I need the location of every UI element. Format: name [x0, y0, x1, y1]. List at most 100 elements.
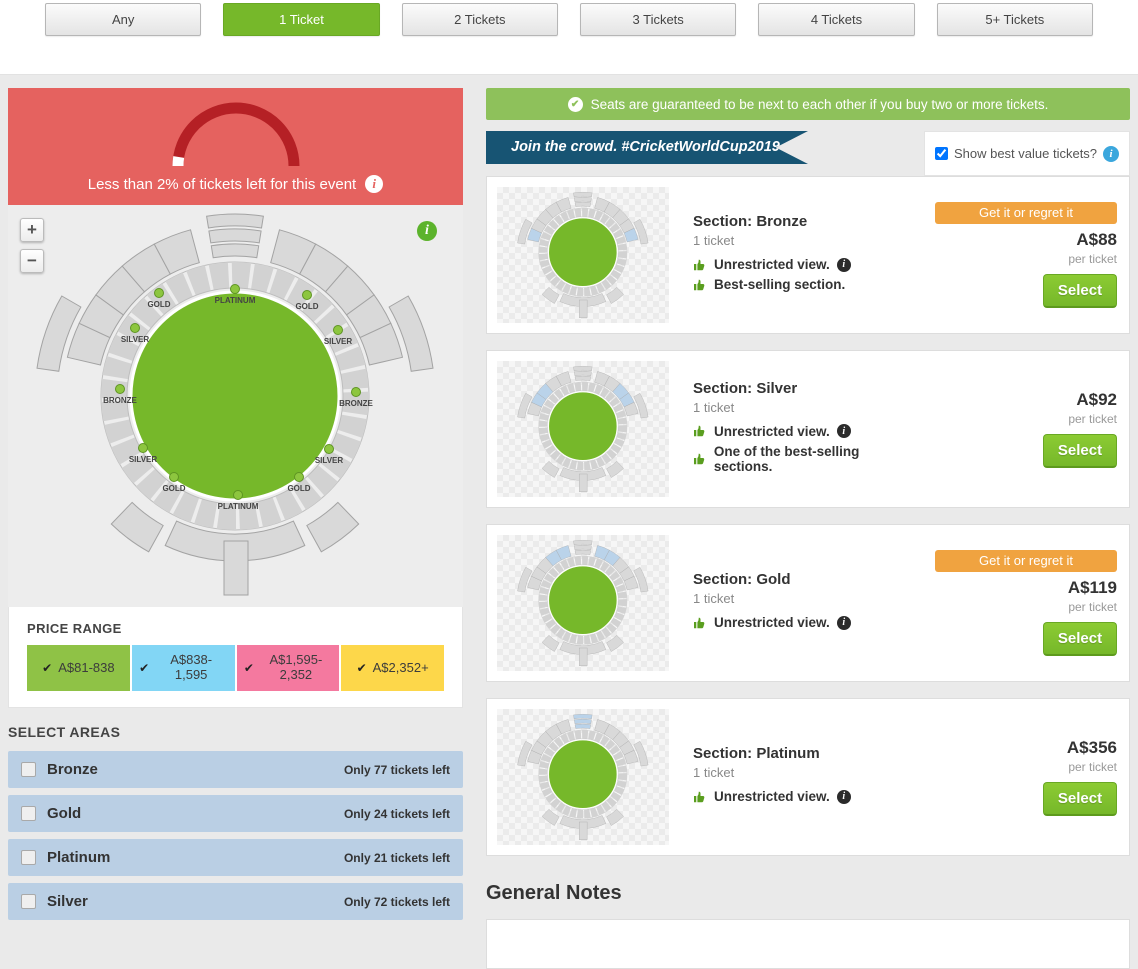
feature-info-icon[interactable]: i: [836, 789, 851, 804]
availability-warning-banner: Less than 2% of tickets left for this ev…: [8, 88, 463, 205]
section-mini-map: [497, 187, 669, 323]
listing-feature: One of the best-selling sections.: [693, 444, 919, 474]
feature-text: One of the best-selling sections.: [713, 443, 860, 474]
svg-text:PLATINUM: PLATINUM: [218, 502, 259, 511]
area-availability: Only 72 tickets left: [343, 894, 450, 909]
svg-text:SILVER: SILVER: [121, 335, 150, 344]
seat-guarantee-banner: ✔ Seats are guaranteed to be next to eac…: [486, 88, 1130, 120]
ticket-quantity-filter-button[interactable]: 4 Tickets: [758, 3, 915, 36]
price-range-panel: PRICE RANGE ✔ A$81-838 ✔ A$838-1,595 ✔ A…: [8, 607, 463, 708]
ticket-listing-card: Section: Bronze 1 ticket Unrestricted vi…: [486, 176, 1130, 334]
stadium-map-graphic: PLATINUM GOLD GOLD SILVER SILVER BRONZE BRONZE…: [8, 205, 463, 607]
check-icon: ✔: [42, 661, 53, 675]
filter-button-label: 3 Tickets: [632, 12, 684, 27]
info-icon[interactable]: i: [365, 175, 384, 193]
svg-text:BRONZE: BRONZE: [103, 396, 137, 405]
listing-feature: Unrestricted view. i: [693, 257, 919, 272]
select-button[interactable]: Select: [1043, 782, 1117, 816]
price-range-buckets: ✔ A$81-838 ✔ A$838-1,595 ✔ A$1,595-2,352…: [27, 645, 444, 691]
listing-feature: Best-selling section.: [693, 277, 919, 292]
ticket-listing-card: Section: Platinum 1 ticket Unrestricted …: [486, 698, 1130, 856]
ticket-quantity-filter-button[interactable]: 3 Tickets: [579, 3, 737, 36]
feature-info-icon[interactable]: i: [836, 615, 851, 630]
area-checkbox[interactable]: [21, 806, 36, 821]
feature-info-icon[interactable]: i: [836, 257, 851, 272]
check-icon: ✔: [139, 661, 150, 675]
best-value-label: Show best value tickets?: [953, 146, 1098, 161]
section-title: Section: Silver: [693, 379, 798, 397]
feature-text: Unrestricted view.: [714, 789, 830, 804]
price-bucket-toggle[interactable]: ✔ A$81-838: [27, 645, 130, 691]
feature-text: Best-selling section.: [714, 277, 846, 292]
thumbs-up-icon: [694, 425, 705, 437]
tickets-left-gauge: [8, 88, 463, 174]
price-bucket-toggle[interactable]: ✔ A$838-1,595: [131, 645, 235, 691]
ticket-quantity: 1 ticket: [693, 233, 735, 248]
ticket-quantity: 1 ticket: [693, 591, 735, 606]
area-filter-row[interactable]: Silver Only 72 tickets left: [8, 883, 463, 920]
area-checkbox[interactable]: [21, 894, 36, 909]
join-the-crowd-ribbon: Join the crowd. #CricketWorldCup2019: [486, 131, 808, 164]
per-ticket-label: per ticket: [1068, 412, 1117, 426]
price-range-title: PRICE RANGE: [27, 621, 122, 636]
select-button[interactable]: Select: [1043, 434, 1117, 468]
select-button[interactable]: Select: [1043, 274, 1117, 308]
best-value-toggle-box: Show best value tickets? i: [924, 131, 1130, 176]
section-mini-map: [497, 535, 669, 671]
thumbs-up-icon: [694, 279, 705, 290]
area-filter-row[interactable]: Gold Only 24 tickets left: [8, 795, 463, 832]
area-availability: Only 21 tickets left: [343, 850, 450, 865]
listings-panel: ✔ Seats are guaranteed to be next to eac…: [486, 88, 1130, 969]
general-notes-box: [486, 919, 1130, 969]
thumbs-up-icon: [694, 791, 705, 802]
filter-button-label: 2 Tickets: [454, 12, 506, 27]
gauge-value-tick: [171, 156, 184, 167]
filter-button-label: 5+ Tickets: [985, 12, 1045, 27]
ticket-quantity-filter-button[interactable]: 5+ Tickets: [936, 3, 1093, 36]
area-name: Bronze: [47, 761, 98, 778]
price-bucket-label: A$2,352+: [372, 659, 429, 675]
area-checkbox[interactable]: [21, 762, 36, 777]
select-areas-title: SELECT AREAS: [8, 724, 121, 740]
price-bucket-toggle[interactable]: ✔ A$1,595-2,352: [236, 645, 340, 691]
stadium-map[interactable]: + − i PLATINUM GOLD GOLD SILVER SILVER BRONZE…: [8, 205, 463, 607]
svg-text:SILVER: SILVER: [324, 337, 353, 346]
area-filter-row[interactable]: Bronze Only 77 tickets left: [8, 751, 463, 788]
thumbs-up-icon: [694, 617, 705, 628]
select-areas-panel: SELECT AREAS Bronze Only 77 tickets left…: [8, 724, 463, 920]
join-the-crowd-text: Join the crowd. #CricketWorldCup2019: [511, 139, 780, 155]
section-title: Section: Platinum: [693, 745, 820, 762]
area-name: Silver: [47, 893, 88, 910]
svg-text:PLATINUM: PLATINUM: [215, 296, 256, 305]
map-zoom-in-button[interactable]: +: [20, 218, 44, 242]
per-ticket-label: per ticket: [1068, 600, 1117, 614]
general-notes-title: General Notes: [486, 882, 622, 904]
ticket-quantity: 1 ticket: [693, 765, 735, 780]
venue-map-panel: Less than 2% of tickets left for this ev…: [8, 88, 463, 927]
area-checkbox[interactable]: [21, 850, 36, 865]
check-icon: ✔: [356, 661, 367, 675]
ticket-quantity-filter-button[interactable]: 1 Ticket: [223, 3, 380, 36]
check-circle-icon: ✔: [567, 96, 583, 112]
area-filter-row[interactable]: Platinum Only 21 tickets left: [8, 839, 463, 876]
price-bucket-toggle[interactable]: ✔ A$2,352+: [341, 645, 444, 691]
map-section-labels: PLATINUM GOLD GOLD SILVER SILVER BRONZE BRONZE…: [103, 284, 374, 511]
map-zoom-out-button[interactable]: −: [20, 249, 44, 273]
best-value-info-icon[interactable]: i: [1103, 145, 1120, 162]
listing-feature: Unrestricted view. i: [693, 789, 919, 804]
svg-text:GOLD: GOLD: [162, 484, 185, 493]
svg-text:GOLD: GOLD: [295, 302, 318, 311]
section-mini-map: [497, 709, 669, 845]
filter-button-label: Any: [111, 12, 135, 27]
select-button[interactable]: Select: [1043, 622, 1117, 656]
ticket-quantity-filter-button[interactable]: 2 Tickets: [401, 3, 558, 36]
filter-button-label: 1 Ticket: [279, 12, 324, 27]
feature-text: Unrestricted view.: [714, 257, 830, 272]
feature-text: Unrestricted view.: [714, 615, 830, 630]
per-ticket-label: per ticket: [1068, 760, 1117, 774]
map-info-icon[interactable]: i: [417, 221, 437, 241]
svg-text:SILVER: SILVER: [315, 456, 344, 465]
ticket-quantity-filter-button[interactable]: Any: [45, 3, 202, 36]
feature-info-icon[interactable]: i: [836, 424, 851, 438]
best-value-checkbox[interactable]: [934, 147, 948, 160]
